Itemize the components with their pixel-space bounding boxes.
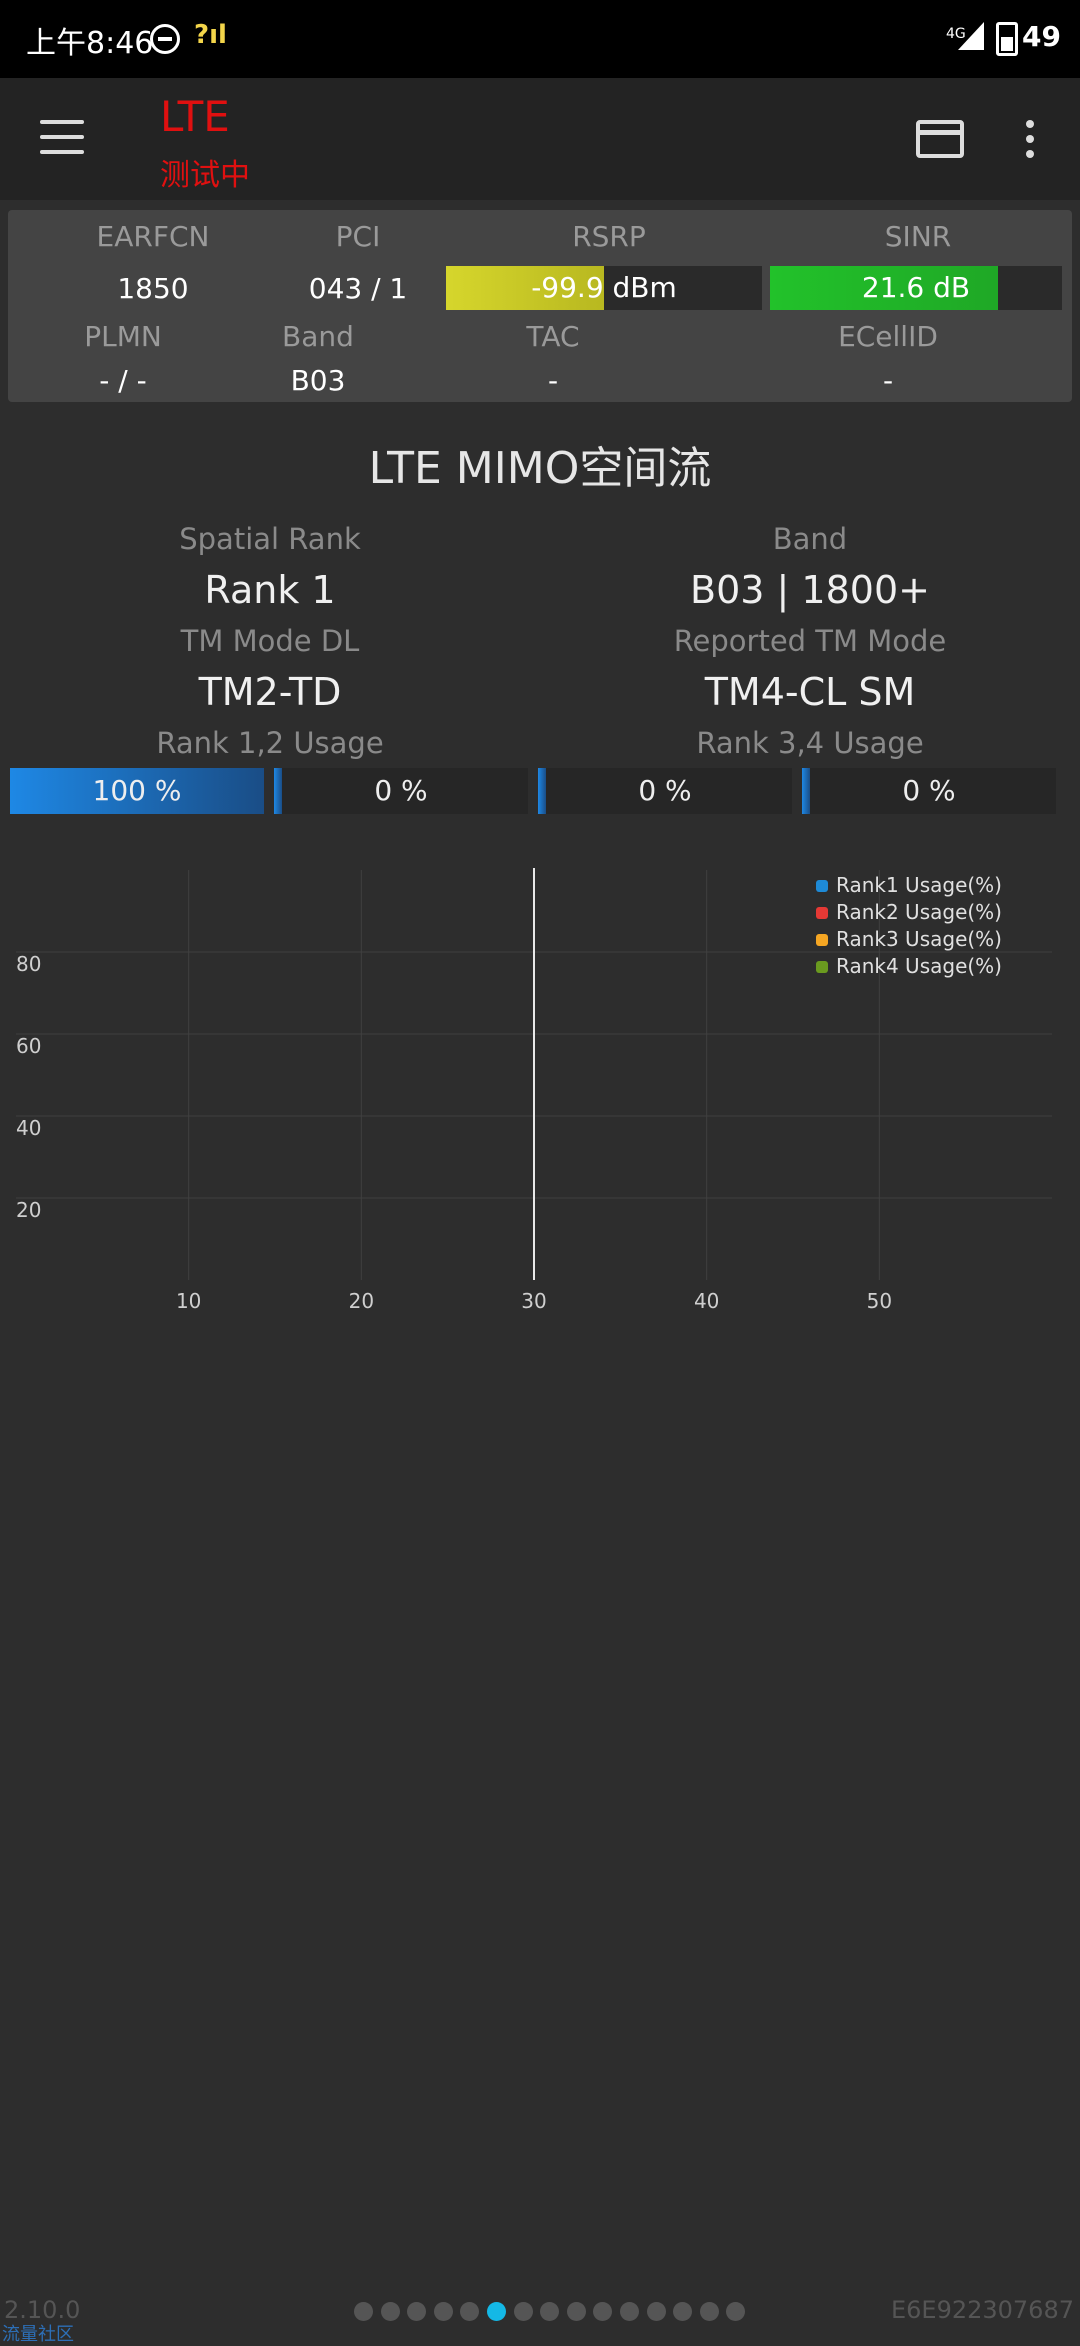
page-dot-14[interactable] (699, 2302, 719, 2321)
ecellid-label: ECellID (838, 320, 938, 353)
do-not-disturb-icon (150, 24, 180, 54)
plmn-label: PLMN (84, 320, 162, 353)
battery-icon (996, 22, 1018, 56)
status-time: 上午8:46 (26, 26, 154, 61)
pci-value: 043 / 1 (308, 272, 408, 305)
rank2-usage-value: 0 % (374, 774, 428, 807)
earfcn-label: EARFCN (96, 220, 210, 253)
page-dot-11[interactable] (620, 2302, 639, 2321)
page-dot-1[interactable] (354, 2302, 373, 2321)
page-dot-2[interactable] (380, 2302, 400, 2321)
page-dot-15[interactable] (726, 2302, 746, 2321)
page-dot-5[interactable] (460, 2302, 480, 2321)
sinr-label: SINR (884, 220, 952, 253)
reported-tm-value: TM4-CL SM (704, 670, 916, 714)
reported-tm-label: Reported TM Mode (673, 624, 947, 658)
page-dot-13[interactable] (673, 2302, 693, 2321)
status-bar: 上午8:46 ?ıl 4G 49 (0, 0, 1080, 78)
legend-swatch-3 (816, 934, 828, 946)
legend-label-2: Rank2 Usage(%) (836, 900, 1002, 924)
sinr-bar-fill (770, 266, 998, 310)
rank3-usage-bar: 0 % (538, 768, 792, 814)
brand-watermark: 流量社区 (2, 2324, 74, 2345)
sim-signal-icon: ?ıl (194, 20, 227, 50)
legend-swatch-1 (816, 880, 828, 892)
rank12-usage-label: Rank 1,2 Usage (156, 726, 384, 760)
pci-label: PCI (335, 220, 381, 253)
rank1-usage-bar: 100 % (10, 768, 264, 814)
page-dot-7[interactable] (513, 2302, 533, 2321)
page-dot-6[interactable] (487, 2302, 506, 2321)
rank1-usage-value: 100 % (92, 774, 182, 807)
sinr-bar: 21.6 dB (770, 266, 1062, 310)
section-title: LTE MIMO空间流 (368, 443, 712, 494)
page-dot-3[interactable] (407, 2302, 427, 2321)
tac-label: TAC (526, 320, 580, 353)
plmn-value: - / - (99, 364, 147, 397)
cell-signal-icon (958, 22, 984, 50)
legend-swatch-4 (816, 961, 828, 973)
x-tick-label-4: 50 (867, 1289, 892, 1313)
legend-label-1: Rank1 Usage(%) (836, 873, 1002, 897)
mimo-band-value: B03 | 1800+ (690, 568, 930, 612)
ecellid-value: - (882, 364, 894, 397)
more-options-icon[interactable] (1026, 120, 1036, 160)
rank1-usage-fill (10, 768, 264, 814)
x-tick-label-0: 10 (176, 1289, 201, 1313)
page-dot-10[interactable] (593, 2302, 613, 2321)
rsrp-bar-fill (446, 266, 604, 310)
y-tick-label-0: 20 (16, 1198, 41, 1222)
x-tick-label-1: 20 (349, 1289, 374, 1313)
rsrp-value: -99.9 dBm (531, 271, 677, 304)
app-bar: LTE 测试中 (0, 78, 1080, 200)
mimo-band-label: Band (772, 522, 848, 556)
app-version: 2.10.0 (4, 2296, 81, 2324)
tm-mode-dl-value: TM2-TD (198, 670, 342, 714)
sinr-value: 21.6 dB (861, 271, 971, 304)
spatial-rank-label: Spatial Rank (179, 522, 361, 556)
band-label: Band (282, 320, 354, 353)
y-tick-label-1: 40 (16, 1116, 41, 1140)
page-dot-9[interactable] (566, 2302, 586, 2321)
x-tick-label-2: 30 (521, 1289, 546, 1313)
rank4-usage-bar: 0 % (802, 768, 1056, 814)
spatial-rank-value: Rank 1 (204, 568, 336, 612)
rank4-usage-fill (802, 768, 810, 814)
sim-card-icon[interactable] (916, 120, 964, 158)
legend-label-3: Rank3 Usage(%) (836, 927, 1002, 951)
y-tick-label-3: 80 (16, 952, 41, 976)
rank4-usage-value: 0 % (902, 774, 956, 807)
legend-label-4: Rank4 Usage(%) (836, 954, 1002, 978)
device-id: E6E922307687 (890, 2296, 1074, 2324)
app-title: LTE (160, 92, 230, 141)
rank34-usage-label: Rank 3,4 Usage (696, 726, 924, 760)
page-dot-4[interactable] (433, 2302, 453, 2321)
tm-mode-dl-label: TM Mode DL (180, 624, 360, 658)
rank2-usage-bar: 0 % (274, 768, 528, 814)
earfcn-value: 1850 (117, 272, 189, 305)
page-dot-8[interactable] (540, 2302, 560, 2321)
app-subtitle: 测试中 (160, 158, 250, 193)
rank3-usage-fill (538, 768, 546, 814)
rank-usage-chart: 20 40 60 80 10 20 30 40 50 Rank1 Usage(%) Rank2 Us… (16, 868, 1052, 1313)
x-tick-label-3: 40 (694, 1289, 719, 1313)
rsrp-bar: -99.9 dBm (446, 266, 762, 310)
page-dot-12[interactable] (646, 2302, 666, 2321)
y-tick-label-2: 60 (16, 1034, 41, 1058)
rsrp-label: RSRP (572, 220, 646, 253)
legend-swatch-2 (816, 907, 828, 919)
tac-value: - (547, 364, 559, 397)
rank2-usage-fill (274, 768, 282, 814)
cell-info-panel: EARFCN PCI RSRP SINR 1850 043 / 1 -99.9 … (8, 210, 1072, 402)
battery-level: 49 (1022, 20, 1061, 53)
band-value: B03 (290, 364, 346, 397)
rank3-usage-value: 0 % (638, 774, 692, 807)
hamburger-menu-icon[interactable] (40, 120, 84, 154)
